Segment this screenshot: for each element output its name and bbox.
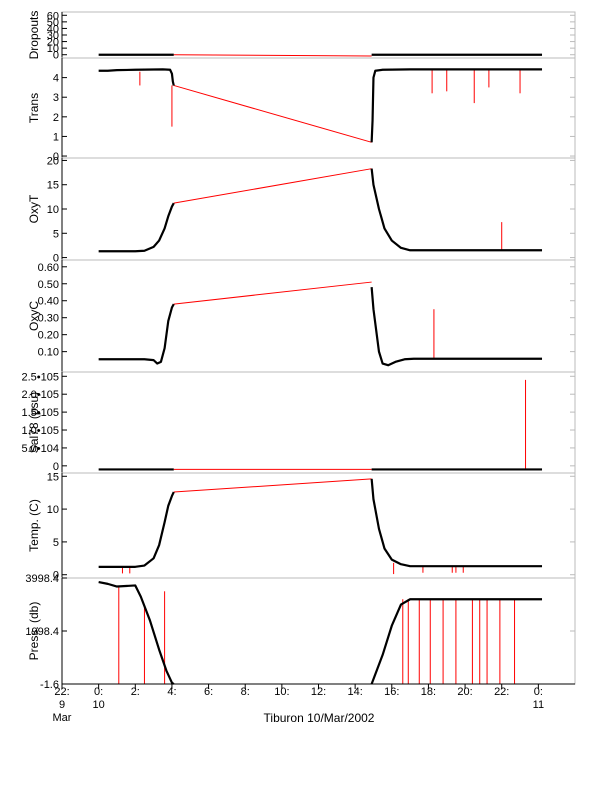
y-tick-label: 5 bbox=[53, 537, 59, 549]
x-tick-label: 0: bbox=[534, 686, 543, 698]
y-tick-label: 0.10 bbox=[38, 347, 59, 359]
y-tick-label: -1.6 bbox=[40, 679, 59, 691]
panel-frame bbox=[61, 472, 576, 579]
y-tick-label: 0.20 bbox=[38, 330, 59, 342]
data-series bbox=[98, 580, 175, 685]
y-tick-label: 0 bbox=[53, 461, 59, 473]
y-tick-label: 20 bbox=[47, 37, 59, 49]
x-axis-title: Tiburon 10/Mar/2002 bbox=[264, 711, 375, 725]
x-tick-label: 10 bbox=[93, 699, 105, 711]
x-tick-label: 0: bbox=[94, 686, 103, 698]
y-axis-title: OxyT bbox=[27, 194, 41, 223]
y-tick-label: 0 bbox=[53, 570, 59, 582]
y-axis-title: Sal78 (psu) bbox=[27, 392, 41, 453]
data-series bbox=[370, 478, 543, 568]
y-tick-label: 50 bbox=[47, 17, 59, 29]
gap-line bbox=[173, 281, 372, 305]
x-tick-label: 22: bbox=[494, 686, 509, 698]
y-tick-label: 3998.4 bbox=[25, 573, 59, 585]
data-series bbox=[98, 303, 175, 365]
y-tick-label: 5.0•104 bbox=[22, 443, 60, 455]
y-tick-label: 40 bbox=[47, 23, 59, 35]
y-tick-label: 15 bbox=[47, 471, 59, 483]
panel-sal: 0 5.0•104 1.0•105 1.5•105 2.0•105 2.5•105 Sal7… bbox=[22, 371, 576, 474]
panel-frame bbox=[61, 11, 576, 59]
x-tick-label: 16: bbox=[384, 686, 399, 698]
data-series bbox=[370, 598, 543, 685]
y-tick-label: 0 bbox=[53, 50, 59, 62]
x-tick-label: 22: bbox=[54, 686, 69, 698]
x-tick-label: 12: bbox=[311, 686, 326, 698]
y-tick-label: 4 bbox=[53, 73, 59, 85]
y-tick-label: 10 bbox=[47, 504, 59, 516]
x-tick-label: 18: bbox=[421, 686, 436, 698]
y-tick-label: 10 bbox=[47, 204, 59, 216]
x-tick-label: 14: bbox=[347, 686, 362, 698]
data-series bbox=[98, 202, 175, 253]
panel-frame bbox=[61, 259, 576, 373]
y-tick-label: 0.30 bbox=[38, 313, 59, 325]
y-tick-label: 2.5•105 bbox=[22, 371, 60, 383]
y-tick-label: 5 bbox=[53, 228, 59, 240]
y-tick-label: 60 bbox=[47, 10, 59, 22]
x-tick-label: 20: bbox=[457, 686, 472, 698]
x-tick-label: 2: bbox=[131, 686, 140, 698]
y-axis-title: Dropouts bbox=[27, 11, 41, 60]
y-tick-label: 1998.4 bbox=[25, 626, 59, 638]
data-series bbox=[370, 168, 543, 252]
x-tick-label: 8: bbox=[241, 686, 250, 698]
panel-frame bbox=[61, 157, 576, 261]
y-axis-title: Trans bbox=[27, 93, 41, 123]
gap-line bbox=[173, 478, 372, 493]
panel-frame bbox=[61, 57, 576, 159]
x-tick-label: 10: bbox=[274, 686, 289, 698]
data-series bbox=[370, 68, 543, 143]
x-tick-label: 9 bbox=[59, 699, 65, 711]
panel-frame bbox=[61, 371, 576, 474]
panel-press: 3998.4 1998.4 -1.6 Press. (db) bbox=[25, 573, 576, 691]
y-tick-label: 1 bbox=[53, 131, 59, 143]
panel-trans: 0 1 2 3 4 Trans bbox=[27, 57, 576, 163]
y-tick-label: 2 bbox=[53, 112, 59, 124]
data-series bbox=[98, 68, 175, 86]
panel-oxyt: 0 5 10 15 20 OxyT bbox=[27, 155, 576, 265]
y-tick-label: 30 bbox=[47, 30, 59, 42]
y-tick-label: 2.0•105 bbox=[22, 389, 60, 401]
data-series bbox=[370, 287, 543, 367]
gap-line bbox=[173, 84, 372, 143]
x-tick-label: 6: bbox=[204, 686, 213, 698]
gap-line bbox=[173, 168, 372, 204]
y-tick-label: 0 bbox=[53, 151, 59, 163]
y-tick-label: 20 bbox=[47, 155, 59, 167]
x-tick-label: Mar bbox=[53, 712, 72, 724]
y-tick-label: 10 bbox=[47, 43, 59, 55]
y-tick-label: 15 bbox=[47, 180, 59, 192]
y-tick-label: 1.0•105 bbox=[22, 425, 60, 437]
y-tick-label: 0.50 bbox=[38, 279, 59, 291]
x-tick-label: 11 bbox=[533, 699, 544, 711]
data-series bbox=[98, 491, 175, 568]
y-tick-label: 0.60 bbox=[38, 262, 59, 274]
y-axis-title: Temp. (C) bbox=[27, 499, 41, 552]
gap-line bbox=[173, 54, 372, 57]
y-axis-title: OxyC bbox=[27, 301, 41, 331]
y-tick-label: 3 bbox=[53, 92, 59, 104]
panel-temp: 0 5 10 15 Temp. (C) bbox=[27, 471, 576, 582]
y-tick-label: 0 bbox=[53, 253, 59, 265]
y-axis-title: Press. (db) bbox=[27, 602, 41, 661]
x-tick-label: 4: bbox=[167, 686, 176, 698]
panel-oxyc: 0.10 0.20 0.30 0.40 0.50 0.60 OxyC bbox=[27, 259, 576, 373]
y-tick-label: 1.5•105 bbox=[22, 407, 60, 419]
y-tick-label: 0.40 bbox=[38, 296, 59, 308]
